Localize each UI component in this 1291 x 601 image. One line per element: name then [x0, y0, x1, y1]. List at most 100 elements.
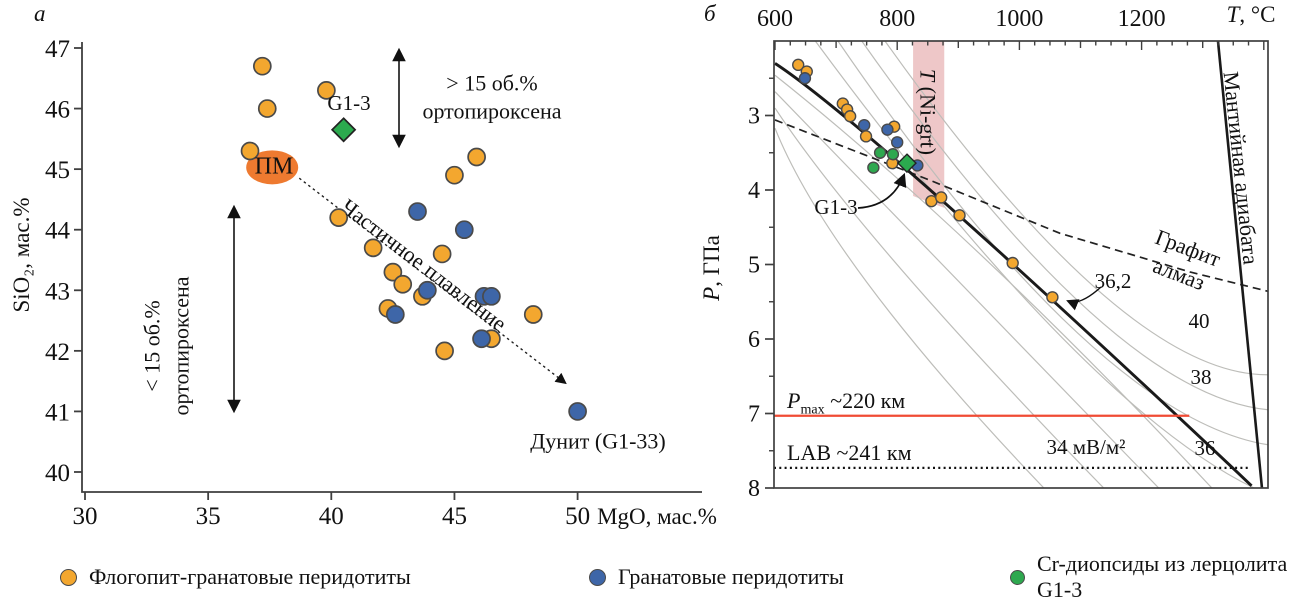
y-axis-title-pressure: P, ГПа [698, 235, 724, 301]
data-point-circle [873, 146, 887, 159]
data-point-circle [257, 99, 277, 118]
pm-ellipse [246, 150, 299, 185]
geotherm-thin-line-40 [884, 41, 1268, 376]
y-tick-label: 46 [45, 97, 70, 124]
annotation-g13-a: G1-3 [327, 90, 371, 115]
data-point-circle [445, 165, 464, 185]
data-point-circle [792, 58, 805, 72]
data-point-circle [1006, 256, 1019, 270]
data-point-circle [881, 123, 894, 136]
geotherm-thin-line [774, 127, 1045, 488]
x-tick-label: 40 [319, 503, 344, 530]
legend-marker-green-circle [1010, 569, 1025, 585]
legend-label: Флогопит-гранатовые перидотиты [89, 564, 411, 589]
data-point-diamond [330, 117, 357, 143]
x-tick-label: 45 [442, 503, 467, 530]
data-point-circle [408, 202, 427, 221]
data-point-circle [240, 141, 260, 161]
data-point-circle [886, 148, 900, 161]
legend-marker-orange-circle [60, 568, 77, 586]
data-point-circle [891, 136, 904, 149]
geotherm-thin-line [861, 41, 1268, 411]
panel-a-letter: a [34, 1, 46, 26]
annotation-dunite: Дунит (G1-33) [530, 428, 666, 454]
annotation-pm: ПМ [254, 153, 294, 180]
legend-item-cr-diopsides: Cr-диопсиды из лерцолита G1-3 [1010, 551, 1291, 601]
y-axis-title-sio2: SiO₂, мас.% [8, 197, 34, 313]
data-point-circle [454, 220, 474, 240]
geotherm-label-40: 40 [1188, 308, 1210, 333]
data-point-circle [953, 209, 966, 222]
y-tick-label: 40 [45, 460, 70, 487]
data-point-circle [317, 81, 336, 100]
annotation-gt15-line2: ортопироксена [422, 98, 562, 124]
data-point-circle [568, 402, 587, 421]
data-point-circle [934, 191, 948, 204]
data-point-circle [385, 305, 405, 324]
data-point-diamond [896, 153, 917, 174]
annotation-t-ni-grt: T (Ni-grt) [915, 68, 941, 156]
annotation-lt15-line1: < 15 об.% [139, 300, 165, 392]
y-tick-label: 8 [748, 476, 760, 502]
y-tick-label: 6 [748, 327, 760, 353]
x-tick-label: 50 [565, 503, 590, 530]
data-point-circle [858, 118, 871, 132]
data-point-circle [843, 110, 857, 123]
panel-b-letter: б [704, 1, 716, 26]
y-tick-label: 47 [45, 36, 70, 63]
y-tick-label: 45 [45, 157, 70, 184]
x-tick-label: 1200 [1118, 6, 1166, 32]
data-point-circle [435, 341, 454, 361]
data-point-circle [1046, 291, 1059, 304]
x-tick-label: 800 [879, 6, 915, 32]
y-tick-label: 41 [45, 399, 70, 426]
annotation-gt15-line1: > 15 об.% [446, 70, 538, 96]
y-tick-label: 43 [45, 278, 70, 305]
y-tick-label: 3 [748, 104, 760, 130]
data-point-circle [467, 147, 486, 167]
y-tick-label: 42 [45, 339, 70, 366]
geotherm-label-34: 34 мВ/м² [1046, 434, 1126, 459]
x-tick-label: 35 [196, 503, 221, 530]
data-point-circle [867, 161, 880, 174]
geotherm-thin-line [814, 41, 1255, 488]
x-tick-label: 30 [73, 503, 98, 530]
legend-item-phlogopite-garnet-peridotites: Флогопит-гранатовые перидотиты [60, 564, 411, 589]
mantle-adiabat-line [1216, 41, 1264, 488]
y-tick-label: 5 [748, 253, 760, 279]
data-point-circle [859, 130, 873, 143]
data-point-circle [798, 72, 812, 85]
partial-melting-arrow [298, 177, 567, 385]
legend-label: Гранатовые перидотиты [618, 564, 844, 589]
annotation-g13-b: G1-3 [814, 194, 858, 219]
graphite-diamond-boundary [774, 119, 1268, 293]
data-point-circle [472, 329, 491, 349]
data-point-circle [363, 238, 383, 258]
x-tick-label: 1000 [995, 6, 1043, 32]
g13-pointer-arrow [857, 172, 907, 209]
data-point-circle [393, 274, 413, 294]
legend-label: Cr-диопсиды из лерцолита G1-3 [1037, 551, 1288, 601]
x-tick-label: 600 [757, 6, 793, 32]
data-point-circle [329, 208, 349, 227]
legend-marker-blue-circle [589, 568, 606, 586]
data-point-circle [383, 262, 403, 282]
panel-b-plot: 600 800 1000 1200 3 4 5 6 7 8 [748, 6, 1269, 502]
y-tick-label: 7 [748, 402, 760, 428]
data-point-circle [432, 244, 452, 264]
geotherm-thin-line-36 [774, 74, 1213, 488]
annotation-pmax: Pmax ~220 км [787, 388, 906, 418]
x-axis-title-temperature: T, °C [1226, 1, 1276, 27]
data-point-circle [482, 286, 501, 306]
data-point-circle [523, 305, 543, 324]
geotherm-thin-line-34 мВ/м² [774, 107, 1105, 488]
annotation-lt15-line2: ортопироксена [168, 276, 194, 416]
geotherm-36-2-pointer-arrow [1066, 286, 1102, 311]
data-point-circle [252, 56, 272, 76]
geotherm-thin-line-38 [837, 41, 1268, 446]
y-tick-label: 4 [748, 178, 760, 204]
geotherm-label-36-2: 36,2 [1094, 268, 1132, 293]
